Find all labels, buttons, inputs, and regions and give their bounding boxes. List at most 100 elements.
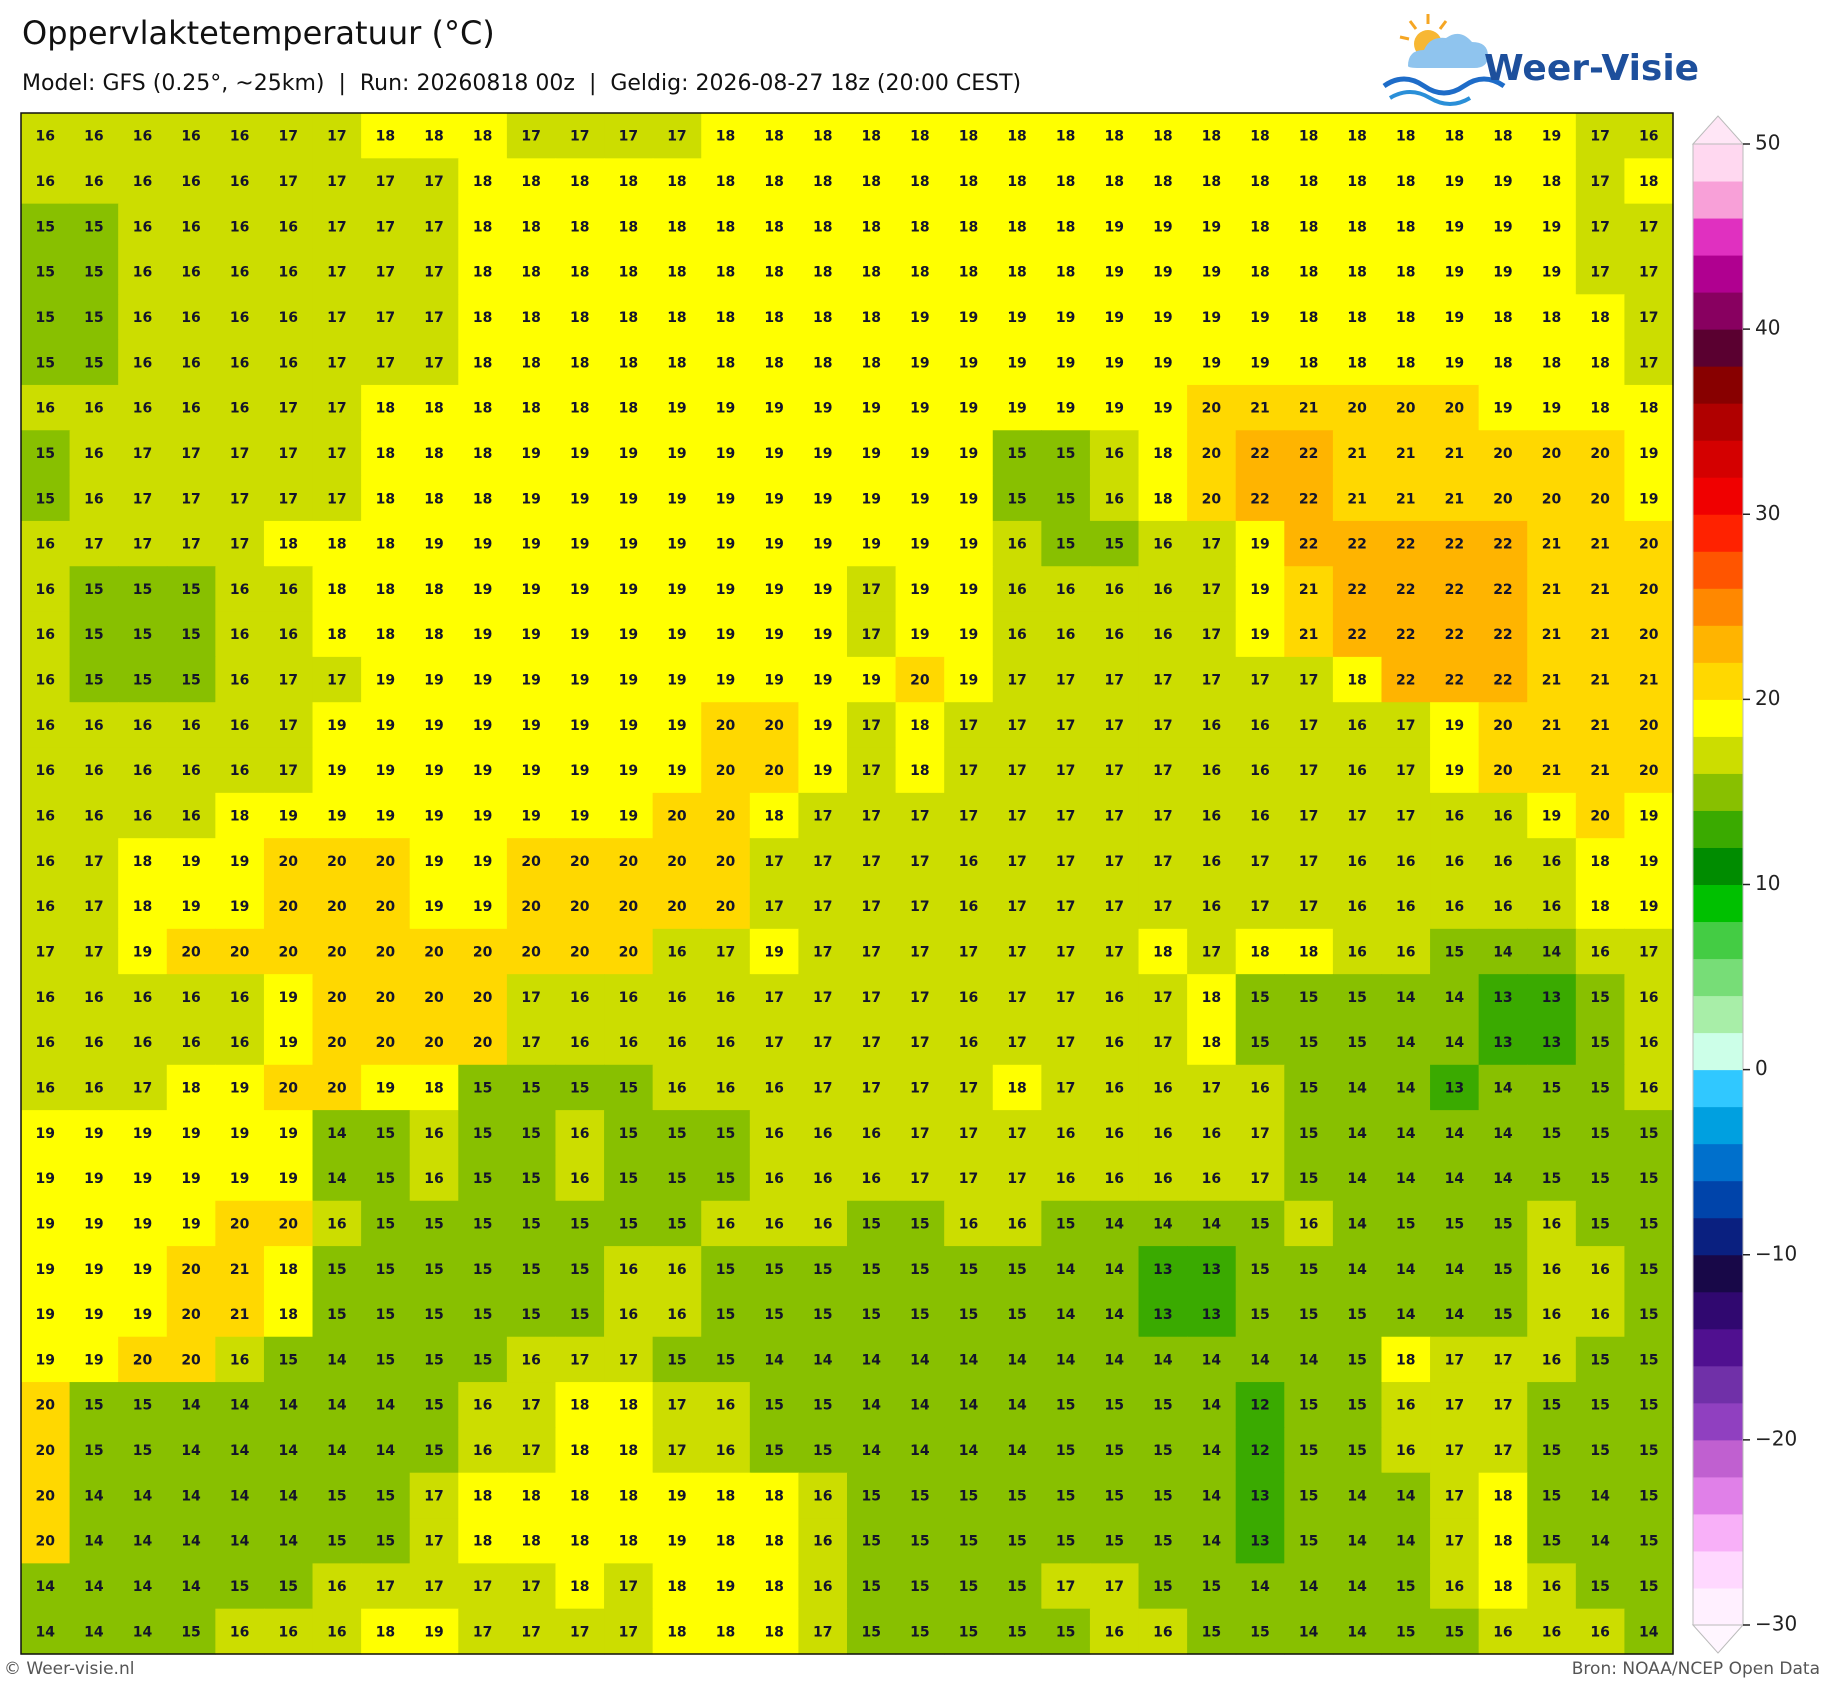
cell (506, 928, 557, 975)
cell-label: 14 (1250, 1352, 1270, 1368)
cell-label: 19 (910, 537, 929, 553)
cell (1089, 248, 1140, 295)
cell-label: 18 (667, 174, 686, 190)
cell (944, 248, 994, 295)
cell-label: 15 (327, 1488, 346, 1504)
cell-label: 19 (36, 1352, 55, 1368)
colorbar-band (1693, 403, 1743, 441)
cell-label: 16 (813, 1488, 832, 1504)
cell-label: 14 (1396, 1307, 1416, 1323)
cell (1527, 1427, 1577, 1474)
cell (263, 1110, 314, 1157)
cell-label: 15 (473, 1171, 492, 1187)
cell-label: 16 (667, 1035, 686, 1051)
cell (69, 248, 119, 295)
cell-label: 17 (862, 990, 881, 1006)
cell (1381, 1064, 1431, 1111)
cell (1235, 475, 1285, 522)
cell (1527, 702, 1577, 749)
cell (1332, 475, 1383, 522)
cell-label: 19 (1639, 491, 1658, 507)
cell-label: 15 (36, 446, 55, 462)
cell-label: 16 (1396, 899, 1415, 915)
cell-label: 17 (521, 1624, 540, 1640)
cell (458, 1336, 508, 1383)
cell (1381, 1563, 1431, 1610)
cell (21, 520, 71, 567)
cell (1478, 974, 1528, 1021)
cell (1089, 702, 1140, 749)
cell (1624, 1472, 1674, 1519)
cell (1041, 1110, 1091, 1157)
cell-label: 17 (862, 944, 881, 960)
cell-label: 19 (716, 446, 735, 462)
colorbar-tick-label: −30 (1755, 1612, 1797, 1636)
cell-label: 21 (1590, 763, 1609, 779)
cell (1041, 158, 1091, 205)
cell-label: 16 (716, 1080, 735, 1096)
cell-label: 20 (181, 944, 201, 960)
cell-label: 16 (230, 763, 249, 779)
logo-wave (1388, 90, 1472, 106)
cell-label: 17 (813, 1624, 832, 1640)
colorbar-band (1693, 440, 1743, 478)
cell-label: 19 (473, 809, 492, 825)
cell-label: 18 (1202, 990, 1221, 1006)
cell-label: 14 (1542, 944, 1562, 960)
cell (1187, 974, 1237, 1021)
cell-label: 17 (327, 491, 346, 507)
cell (1478, 520, 1528, 567)
cell (895, 1110, 945, 1157)
cell-label: 18 (1639, 401, 1658, 417)
colorbar-band (1693, 181, 1743, 219)
cell-label: 18 (473, 1534, 492, 1550)
cell-label: 15 (1007, 446, 1026, 462)
cell-label: 14 (862, 1398, 882, 1414)
cell (1624, 1019, 1674, 1066)
cell-label: 15 (36, 219, 55, 235)
cell (604, 339, 654, 386)
cell-label: 20 (667, 854, 687, 870)
cell-label: 19 (619, 446, 638, 462)
cell (118, 1427, 168, 1474)
cell (1138, 113, 1188, 159)
cell-label: 16 (1493, 809, 1512, 825)
cell-label: 18 (1396, 219, 1415, 235)
cell-label: 15 (1542, 1080, 1561, 1096)
cell-label: 14 (1445, 1035, 1465, 1051)
cell-label: 17 (862, 1080, 881, 1096)
cell (652, 1563, 702, 1610)
cell (652, 203, 702, 250)
cell-label: 19 (278, 1126, 297, 1142)
cell (1575, 1472, 1626, 1519)
cell-label: 18 (1396, 174, 1415, 190)
cell (409, 384, 459, 431)
cell (1624, 113, 1674, 159)
cell-label: 17 (1639, 944, 1658, 960)
cell (895, 248, 945, 295)
cell (1332, 520, 1383, 567)
cell (701, 1336, 751, 1383)
cell-label: 17 (1639, 265, 1658, 281)
cell (215, 792, 265, 839)
cell (1089, 1563, 1140, 1610)
cell-label: 19 (36, 1126, 55, 1142)
cell (506, 520, 557, 567)
cell-label: 17 (1590, 265, 1609, 281)
cell (1478, 792, 1528, 839)
cell-label: 15 (959, 1624, 978, 1640)
cell-label: 15 (1590, 1398, 1609, 1414)
cell-label: 17 (959, 944, 978, 960)
cell-label: 17 (959, 809, 978, 825)
cell (1430, 611, 1480, 658)
cell-label: 15 (1639, 1126, 1658, 1142)
cell-label: 19 (1493, 219, 1512, 235)
cell-label: 20 (764, 718, 784, 734)
cell-label: 15 (36, 310, 55, 326)
cell-label: 17 (1202, 627, 1221, 643)
cell-label: 20 (230, 944, 250, 960)
cell-label: 12 (1250, 1443, 1269, 1459)
cell (1575, 1246, 1626, 1293)
cell-label: 18 (473, 401, 492, 417)
cell (1332, 1608, 1383, 1655)
